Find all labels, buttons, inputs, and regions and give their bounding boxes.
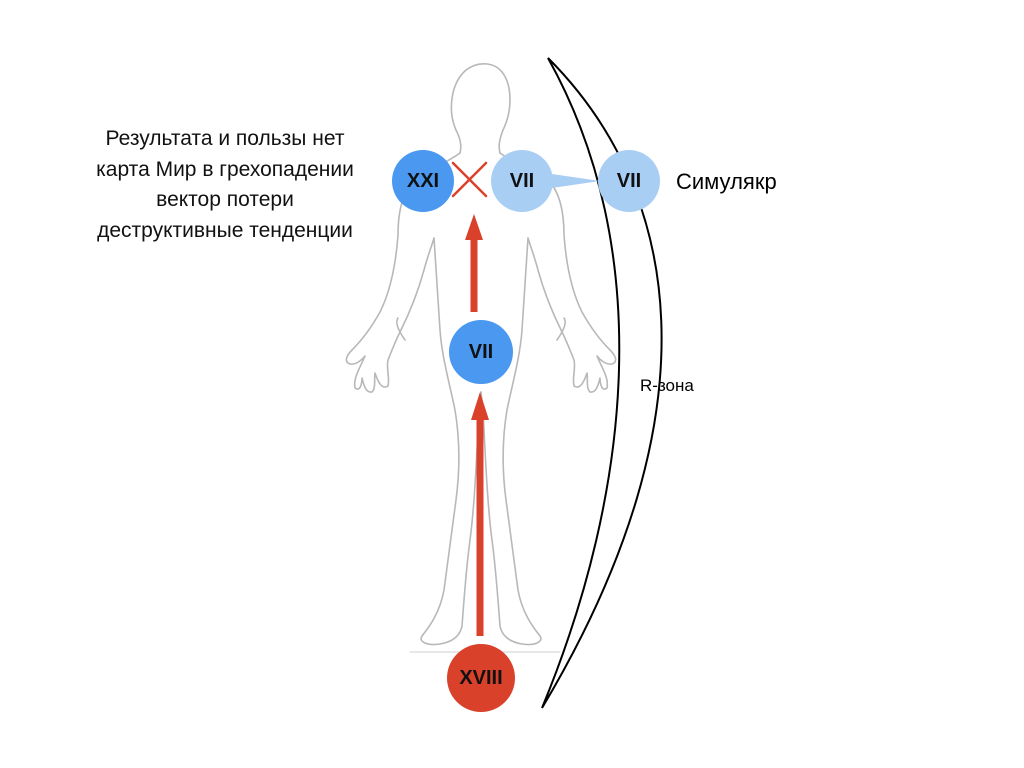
human-body-outline [345,63,617,653]
caption: Результата и пользы нет карта Мир в грех… [70,124,380,246]
node-vii-head-label: VII [509,169,535,192]
node-vii-center-label: VII [468,340,494,363]
r-zone-label: R-зона [640,376,694,395]
caption-line: Результата и пользы нет [105,127,345,150]
arrow-xviii-to-vii [471,392,489,636]
arrow-vii-to-head [465,214,483,312]
node-vii-head: VII [491,150,553,212]
simulacrum-label: Симулякр [676,169,777,194]
caption-line: вектор потери [156,188,294,211]
node-xviii: XVIII [447,644,515,712]
node-xviii-label: XVIII [459,666,503,689]
projection-connector [552,174,600,188]
node-vii-simulacrum: VII [598,150,660,212]
caption-line: карта Мир в грехопадении [96,157,354,181]
node-vii-simulacrum-label: VII [616,169,642,192]
node-xxi: XXI [392,150,454,212]
node-xxi-label: XXI [406,169,440,192]
node-vii-center: VII [449,320,513,384]
caption-line: деструктивные тенденции [97,218,353,242]
blocked-cross-icon [451,161,488,198]
